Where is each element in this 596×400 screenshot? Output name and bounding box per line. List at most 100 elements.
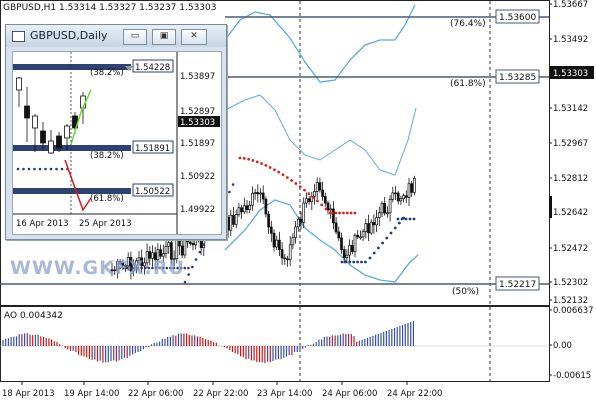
candle-body (151, 252, 154, 259)
inset-fib-price: 1.54228 (135, 63, 170, 73)
sar-dot (372, 251, 376, 255)
close-button[interactable]: ✕ (181, 29, 207, 45)
inset-sar-dot (22, 167, 25, 171)
sar-dot (242, 157, 246, 160)
sar-dot (324, 207, 328, 211)
inset-fib-price: 1.50522 (135, 187, 170, 197)
time-tick-label: 22 Apr 06:00 (128, 389, 183, 399)
inset-price-tick-label: 1.51897 (180, 139, 215, 149)
inset-fib-price: 1.51891 (135, 144, 170, 154)
inset-fib-band (13, 188, 131, 194)
inset-candle-body (24, 105, 30, 119)
price-tick-label: 1.53667 (553, 0, 588, 10)
sar-dot (294, 182, 298, 185)
sar-dot (154, 266, 158, 270)
candle-body (137, 257, 141, 262)
sar-dot (340, 260, 344, 264)
candle-body (126, 257, 130, 267)
candle-body (183, 238, 187, 256)
inset-sar-dot (27, 167, 31, 171)
sar-dot (290, 179, 293, 182)
sar-dot (179, 266, 183, 270)
sar-dot (408, 217, 412, 221)
candle-body (288, 244, 292, 261)
candle-body (272, 232, 276, 248)
price-tick-label: 1.52642 (553, 208, 588, 218)
inset-sar-dot (55, 167, 58, 171)
inset-plot[interactable]: (38.2%) 1.54228 (38.2%) 1.51891 (61.8%) 1.505… (12, 51, 222, 235)
sar-dot (345, 211, 349, 215)
candle-body (402, 195, 405, 199)
inset-sar-dot (33, 167, 36, 171)
daily-chart-window[interactable]: GBPUSD,Daily ▭ ▣ ✕ (38.2%) 1.54228 (38.2%)… (5, 24, 227, 240)
candle-body (191, 243, 195, 246)
candle-body (240, 207, 243, 213)
sar-dot (143, 266, 147, 270)
sar-dot (228, 190, 231, 194)
ao-tick-label: -0.00615 (553, 371, 591, 381)
price-tick-label: 1.53142 (553, 104, 588, 114)
sar-dot (151, 266, 154, 270)
price-tick-label: 1.52472 (553, 244, 588, 254)
candle-body (305, 198, 308, 204)
candle-body (350, 244, 354, 253)
candle-body (388, 198, 392, 214)
candle-body (361, 231, 365, 238)
sar-dot (360, 260, 363, 264)
sar-dot (140, 266, 143, 270)
inset-price-tick-label: 1.53897 (180, 72, 215, 82)
inset-titlebar[interactable]: GBPUSD,Daily ▭ ▣ ✕ (6, 25, 226, 47)
candle-body (175, 240, 179, 260)
sar-dot (356, 260, 359, 264)
sar-dot (125, 266, 129, 270)
fib-price-label: 1.53600 (499, 13, 536, 23)
sar-dot (187, 266, 190, 270)
sar-dot (133, 266, 136, 270)
candle-body (323, 196, 327, 204)
inset-time-label: 16 Apr 2013 (16, 219, 69, 229)
candle-body (359, 236, 362, 239)
bollinger-middle (224, 94, 417, 176)
candle-body (286, 258, 289, 261)
inset-sar-dot (44, 167, 47, 171)
candle-body (172, 258, 176, 261)
candle-body (161, 253, 165, 257)
candle-body (178, 240, 181, 247)
candle-body (116, 261, 119, 271)
candle-body (348, 244, 351, 256)
candle-body (372, 221, 376, 226)
sar-dot (320, 203, 324, 207)
sar-dot (404, 217, 408, 221)
candle-body (124, 265, 127, 267)
candle-body (342, 249, 346, 258)
inset-title: GBPUSD,Daily (30, 29, 108, 42)
fib-price-box (495, 9, 540, 24)
candle-body (345, 254, 349, 258)
sar-dot (311, 195, 315, 199)
inset-marker-icon (125, 66, 133, 71)
sar-dot (352, 260, 356, 264)
candle-body (294, 226, 297, 238)
sar-dot (129, 266, 133, 270)
close-icon: ✕ (190, 31, 198, 41)
candle-body (143, 262, 146, 267)
sar-dot (400, 217, 404, 221)
candle-body (264, 198, 268, 215)
sar-dot (238, 156, 242, 160)
candle-body (369, 221, 373, 234)
inset-fib-band (13, 145, 131, 151)
sar-dot (316, 199, 319, 203)
sar-dot (247, 157, 251, 161)
sar-dot (122, 266, 125, 270)
candle-body (334, 222, 338, 233)
restore-button[interactable]: ▣ (152, 29, 176, 45)
inset-down-arrow (64, 159, 92, 212)
candle-body (156, 249, 160, 261)
minimize-button[interactable]: ▭ (123, 29, 147, 45)
sar-dot (172, 266, 176, 270)
candle-body (410, 183, 414, 193)
candle-body (391, 192, 395, 200)
candle-body (310, 195, 314, 202)
sar-dot (231, 183, 235, 186)
